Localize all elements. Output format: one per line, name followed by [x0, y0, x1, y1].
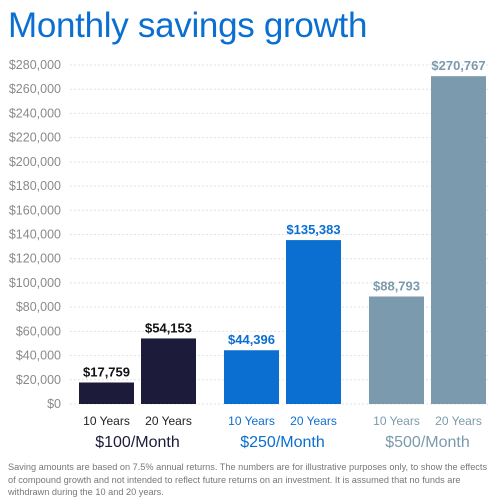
- bar: [141, 338, 196, 404]
- y-tick-label: $280,000: [9, 58, 61, 72]
- footnote: Saving amounts are based on 7.5% annual …: [8, 462, 488, 497]
- y-tick-label: $200,000: [9, 155, 61, 169]
- x-tick-label: 10 Years: [228, 414, 275, 428]
- y-tick-label: $220,000: [9, 131, 61, 145]
- data-label: $88,793: [373, 278, 420, 293]
- bar: [431, 76, 486, 404]
- bar: [224, 350, 279, 404]
- data-label: $270,767: [431, 58, 485, 73]
- group-label: $100/Month: [95, 434, 180, 451]
- group-label: $250/Month: [240, 434, 325, 451]
- y-tick-label: $260,000: [9, 82, 61, 96]
- x-tick-label: 20 Years: [435, 414, 482, 428]
- data-label: $54,153: [145, 320, 192, 335]
- y-tick-label: $240,000: [9, 106, 61, 120]
- y-tick-label: $180,000: [9, 179, 61, 193]
- bar: [369, 296, 424, 404]
- data-label: $44,396: [228, 332, 275, 347]
- data-label: $135,383: [286, 222, 340, 237]
- y-tick-label: $20,000: [16, 373, 61, 387]
- x-tick-label: 20 Years: [145, 414, 192, 428]
- y-tick-label: $160,000: [9, 203, 61, 217]
- bar: [79, 382, 134, 404]
- y-tick-label: $140,000: [9, 228, 61, 242]
- y-tick-label: $120,000: [9, 252, 61, 266]
- group-label: $500/Month: [385, 434, 470, 451]
- y-tick-label: $80,000: [16, 300, 61, 314]
- y-tick-label: $60,000: [16, 324, 61, 338]
- bar: [286, 240, 341, 404]
- chart-title: Monthly savings growth: [8, 6, 368, 45]
- bar-chart: $0 $20,000 $40,000 $60,000 $80,000 $100,000 $1…: [9, 58, 490, 451]
- y-tick-label: $0: [47, 397, 61, 411]
- data-label: $17,759: [83, 364, 130, 379]
- y-tick-label: $100,000: [9, 276, 61, 290]
- y-tick-label: $40,000: [16, 349, 61, 363]
- x-tick-label: 10 Years: [373, 414, 420, 428]
- x-tick-label: 10 Years: [83, 414, 130, 428]
- x-tick-label: 20 Years: [290, 414, 337, 428]
